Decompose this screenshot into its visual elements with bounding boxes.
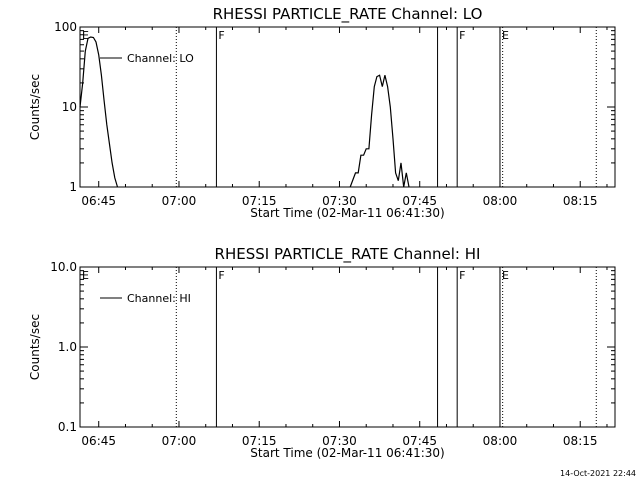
- x-tick-label: 08:00: [483, 194, 518, 208]
- x-tick-label: 06:45: [81, 434, 116, 448]
- x-tick-label: 08:15: [563, 434, 598, 448]
- y-axis-label: Counts/sec: [28, 314, 42, 380]
- y-axis-label: Counts/sec: [28, 74, 42, 140]
- series-line: [79, 36, 119, 188]
- event-marker-label: F: [218, 269, 224, 282]
- chart-title: RHESSI PARTICLE_RATE Channel: LO: [213, 5, 483, 24]
- x-tick-label: 08:00: [483, 434, 518, 448]
- y-tick-label: 1.0: [58, 340, 77, 354]
- x-axis-label: Start Time (02-Mar-11 06:41:30): [250, 206, 444, 220]
- event-marker-label: E: [82, 29, 89, 42]
- series-group: [79, 36, 410, 188]
- event-marker-label: F: [459, 269, 465, 282]
- x-tick-label: 07:15: [242, 434, 277, 448]
- y-tick-label: 0.1: [58, 420, 77, 434]
- event-marker-label: F: [459, 29, 465, 42]
- x-tick-label: 07:00: [162, 194, 197, 208]
- event-marker-label: E: [502, 29, 509, 42]
- y-tick-label: 10: [62, 100, 77, 114]
- x-tick-label: 06:45: [81, 194, 116, 208]
- x-tick-label: 07:30: [322, 194, 357, 208]
- y-tick-label: 1: [69, 180, 77, 194]
- series-line: [349, 74, 410, 188]
- plot-timestamp: 14-Oct-2021 22:44: [560, 469, 636, 478]
- x-tick-label: 07:45: [402, 194, 437, 208]
- event-marker-label: E: [82, 269, 89, 282]
- y-tick-label: 100: [54, 20, 77, 34]
- x-tick-label: 07:45: [402, 434, 437, 448]
- y-tick-label: 10.0: [50, 260, 77, 274]
- chart-title: RHESSI PARTICLE_RATE Channel: HI: [215, 245, 481, 264]
- plot-frame: [79, 26, 616, 188]
- x-tick-label: 08:15: [563, 194, 598, 208]
- x-axis-label: Start Time (02-Mar-11 06:41:30): [250, 446, 444, 460]
- x-tick-label: 07:00: [162, 434, 197, 448]
- legend-label: Channel: HI: [127, 292, 191, 305]
- event-marker-label: E: [502, 269, 509, 282]
- x-tick-label: 07:30: [322, 434, 357, 448]
- x-tick-label: 07:15: [242, 194, 277, 208]
- event-marker-label: F: [218, 29, 224, 42]
- legend-label: Channel: LO: [127, 52, 194, 65]
- plot-frame: [79, 266, 616, 428]
